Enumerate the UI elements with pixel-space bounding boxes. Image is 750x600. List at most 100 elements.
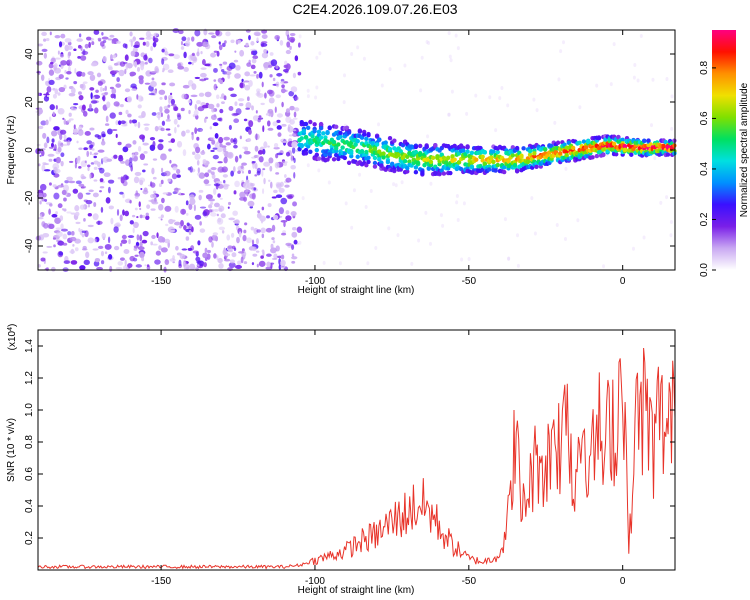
spectrogram-cell — [257, 210, 261, 214]
spectrogram-cell — [226, 234, 231, 241]
spectrogram-cell — [208, 32, 215, 35]
spectrogram-cell — [129, 119, 132, 124]
spectrogram-cell — [63, 118, 67, 125]
spectrogram-cell — [252, 253, 258, 257]
spectrogram-cell — [134, 123, 137, 127]
spectrogram-cell — [53, 166, 58, 174]
spectrogram-cell — [321, 131, 326, 136]
spectrogram-cell — [312, 122, 317, 127]
spectrogram-cell — [121, 124, 128, 127]
spectrogram-cell — [622, 143, 628, 149]
spectrogram-cell — [66, 139, 71, 146]
spectrogram-cell — [211, 139, 216, 145]
spectrogram-cell — [116, 40, 121, 44]
spectrogram-cell — [86, 140, 93, 145]
spectrogram-cell — [388, 67, 392, 72]
spectrogram-cell — [156, 232, 159, 239]
spectrogram-cell — [73, 124, 76, 130]
spectrogram-cell — [68, 180, 76, 184]
spectrogram-cell — [227, 206, 230, 209]
spectrogram-cell — [182, 149, 187, 157]
spectrogram-cell — [203, 262, 207, 268]
spectrogram-cell — [265, 227, 273, 233]
spectrogram-cell — [298, 42, 301, 48]
spectrogram-cell — [439, 168, 444, 173]
spectrogram-cell — [506, 103, 510, 108]
spectrogram-cell — [145, 215, 150, 221]
spectrogram-cell — [333, 146, 339, 151]
x-tick-label: -50 — [462, 276, 477, 287]
y-tick-label: 0.8 — [24, 435, 35, 449]
spectrogram-cell — [272, 240, 276, 244]
spectrogram-cell — [285, 151, 291, 157]
spectrogram-cell — [217, 193, 221, 198]
spectrogram-cell — [405, 169, 410, 174]
spectrogram-cell — [50, 57, 56, 64]
spectrogram-cell — [298, 34, 302, 39]
spectrogram-cell — [122, 43, 127, 48]
spectrogram-cell — [292, 201, 297, 207]
spectrogram-cell — [257, 118, 261, 123]
spectrogram-cell — [248, 120, 254, 128]
spectrogram-cell — [512, 163, 518, 168]
spectrogram-cell — [433, 143, 438, 148]
spectrogram-cell — [205, 116, 209, 119]
spectrogram-cell — [181, 130, 186, 137]
colorbar-tick-label: 0.6 — [699, 111, 710, 125]
spectrogram-cell — [562, 40, 566, 45]
spectrogram-cell — [289, 32, 296, 37]
spectrogram-cell — [394, 183, 398, 188]
spectrogram-cell — [455, 193, 459, 198]
spectrogram-cell — [346, 160, 352, 165]
spectrogram-cell — [220, 68, 225, 73]
spectrogram-cell — [93, 155, 97, 159]
spectrogram-cell — [54, 217, 61, 224]
spectrogram-cell — [210, 212, 217, 217]
spectrogram-cell — [237, 260, 242, 265]
spectrogram-cell — [235, 108, 242, 115]
spectrogram-cell — [234, 101, 238, 106]
spectrogram-cell — [213, 253, 217, 259]
spectrogram-cell — [488, 95, 492, 100]
y-tick-label: -20 — [24, 190, 35, 205]
spectrogram-cell — [318, 121, 324, 127]
spectrogram-cell — [110, 217, 114, 225]
x-tick-label: -100 — [305, 276, 325, 287]
spectrogram-cell — [112, 54, 117, 59]
spectrogram-cell — [250, 41, 255, 46]
spectrogram-cell — [49, 61, 54, 65]
spectrogram-cell — [279, 40, 284, 46]
spectrogram-cell — [270, 181, 273, 189]
spectrogram-cell — [210, 137, 215, 141]
spectrogram-cell — [237, 39, 241, 44]
spectrogram-cell — [207, 143, 211, 150]
spectrogram-cell — [101, 140, 106, 146]
spectrogram-cell — [305, 125, 311, 130]
spectrogram-cell — [225, 71, 232, 76]
spectrogram-cell — [199, 221, 202, 226]
spectrogram-cell — [187, 247, 193, 251]
spectrogram-cell — [128, 239, 131, 245]
spectrogram-cell — [161, 120, 166, 126]
spectrogram-cell — [403, 63, 407, 68]
spectrogram-cell — [90, 100, 98, 104]
spectrogram-cell — [125, 63, 129, 71]
spectrogram-cell — [174, 126, 177, 134]
spectrogram-cell — [221, 230, 225, 234]
spectrogram-cell — [86, 150, 90, 157]
spectrogram-cell — [94, 134, 100, 138]
spectrogram-cell — [136, 234, 140, 241]
spectrogram-cell — [81, 50, 89, 55]
spectrogram-cell — [291, 129, 297, 132]
spectrogram-cell — [194, 153, 201, 160]
spectrogram-cell — [150, 208, 156, 211]
spectrogram-cell — [233, 166, 236, 173]
spectrogram-cell — [293, 107, 300, 112]
spectrogram-cell — [218, 205, 225, 212]
spectrogram-cell — [99, 178, 104, 183]
spectrogram-cell — [306, 88, 310, 93]
spectrogram-cell — [372, 155, 378, 161]
spectrogram-cell — [672, 138, 677, 143]
spectrogram-cell — [151, 77, 155, 81]
spectrogram-cell — [53, 63, 58, 68]
